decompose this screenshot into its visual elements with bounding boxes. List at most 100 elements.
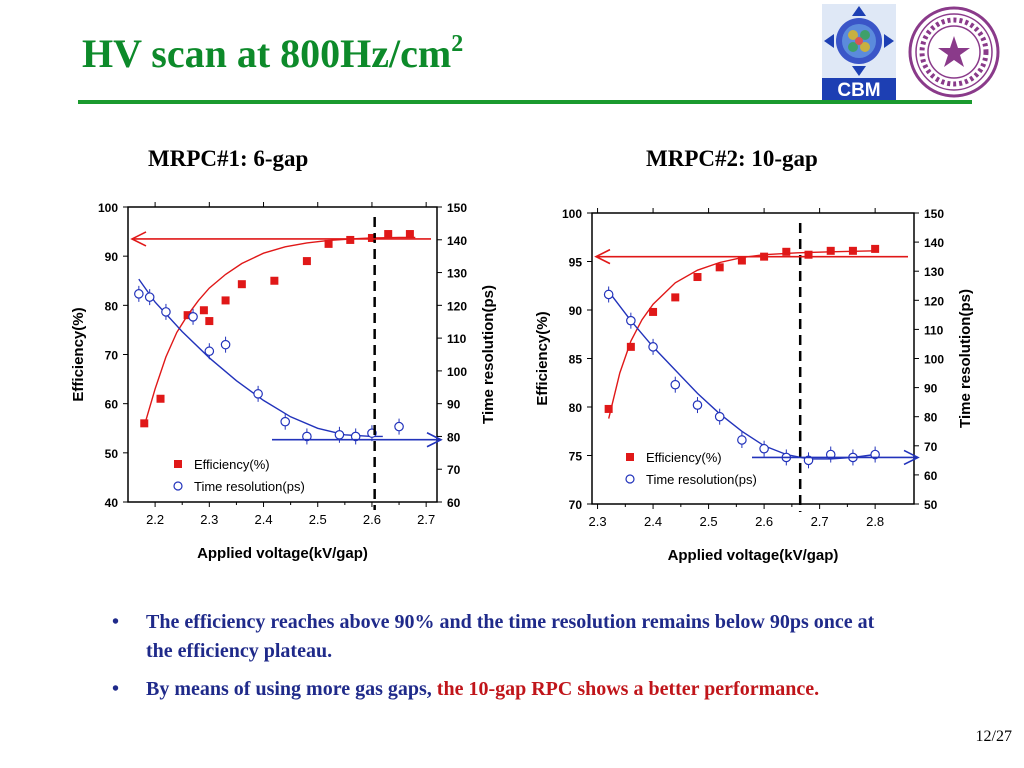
efficiency-point — [671, 293, 680, 302]
efficiency-plateau-arrowhead — [594, 248, 611, 265]
legend-time-resolution-label: Time resolution(ps) — [194, 479, 305, 494]
cbm-logo-text: CBM — [837, 80, 880, 100]
page-number: 12/27 — [975, 728, 1012, 745]
legend-time-resolution-label: Time resolution(ps) — [646, 472, 757, 487]
time-resolution-point — [161, 307, 171, 317]
y2-tick-label: 120 — [447, 299, 467, 313]
y-tick-label: 75 — [569, 450, 583, 464]
y2-tick-label: 80 — [924, 411, 938, 425]
y2-tick-label: 70 — [924, 440, 938, 454]
y2-tick-label: 60 — [447, 496, 461, 510]
time-resolution-point — [648, 342, 658, 352]
efficiency-point — [302, 257, 311, 266]
time-resolution-point — [188, 312, 198, 322]
y2-tick-label: 110 — [447, 332, 467, 346]
y2-tick-label: 140 — [924, 236, 944, 250]
chart1-title: MRPC#1: 6-gap — [148, 146, 309, 171]
legend-efficiency-marker — [626, 453, 634, 461]
x-tick-label: 2.6 — [363, 512, 381, 527]
slide-title-text: HV scan at 800Hz/cm — [82, 31, 452, 76]
x-tick-label: 2.3 — [589, 514, 607, 529]
time-resolution-point — [280, 416, 291, 427]
y2-tick-label: 50 — [924, 498, 938, 512]
efficiency-point — [384, 230, 393, 239]
time-resolution-point — [220, 339, 231, 350]
time-resolution-point — [870, 449, 880, 460]
y2-tick-label: 90 — [447, 398, 461, 412]
y2-tick-label: 80 — [447, 430, 461, 444]
time-resolution-point — [803, 455, 814, 466]
slide-title-superscript: 2 — [451, 30, 464, 57]
x-tick-label: 2.5 — [700, 514, 718, 529]
time-resolution-point — [670, 379, 681, 390]
bullet-item: • The efficiency reaches above 90% and th… — [112, 608, 892, 666]
y2-axis-label: Time resolution(ps) — [957, 289, 974, 428]
y2-tick-label: 90 — [924, 382, 938, 396]
efficiency-point — [693, 273, 702, 282]
efficiency-point — [804, 250, 813, 259]
efficiency-point — [715, 263, 724, 272]
efficiency-point — [221, 296, 230, 305]
legend-time-resolution-marker — [625, 474, 635, 484]
time-resolution-point — [144, 292, 155, 302]
y-tick-label: 85 — [569, 353, 583, 367]
bullet-list: • The efficiency reaches above 90% and th… — [112, 608, 892, 713]
bullet-highlight-text: the 10-gap RPC shows a better performanc… — [436, 678, 820, 700]
y2-tick-label: 70 — [447, 463, 461, 477]
efficiency-point — [826, 246, 835, 255]
chart2-title: MRPC#2: 10-gap — [646, 146, 818, 171]
time-resolution-point — [350, 431, 361, 442]
bullet-dot: • — [112, 678, 120, 700]
y-tick-label: 70 — [569, 498, 583, 512]
y-tick-label: 60 — [105, 398, 119, 412]
time-resolution-point — [334, 430, 345, 440]
legend-efficiency-label: Efficiency(%) — [646, 450, 722, 465]
chart2-plot: 2.3 2.4 2.5 2.6 2.7 2.8 70 75 80 85 90 95 100 50 60 70 8… — [534, 207, 974, 564]
time-resolution-point — [737, 435, 747, 445]
y2-tick-label: 100 — [924, 353, 944, 367]
x-tick-label: 2.5 — [309, 512, 327, 527]
time-resolution-point — [603, 289, 614, 300]
efficiency-point — [848, 246, 857, 255]
y-tick-label: 100 — [562, 207, 582, 221]
legend-efficiency-label: Efficiency(%) — [194, 457, 270, 472]
time-resolution-arrowhead — [426, 432, 443, 448]
legend-time-resolution-marker — [173, 481, 183, 491]
y-axis-label: Efficiency(%) — [70, 307, 87, 401]
efficiency-point — [183, 311, 192, 320]
efficiency-point — [649, 307, 658, 316]
efficiency-point — [140, 419, 149, 428]
time-resolution-point — [692, 400, 703, 410]
efficiency-plateau-arrowhead — [130, 231, 147, 247]
chart1-plot: 2.2 2.3 2.4 2.5 2.6 2.7 40 50 60 70 80 90 100 60 70 80 9… — [70, 201, 497, 562]
y-tick-label: 90 — [569, 304, 583, 318]
time-resolution-point — [759, 443, 769, 454]
efficiency-point — [237, 280, 246, 289]
bullet-text: By means of using more gas gaps, — [146, 678, 437, 700]
y-tick-label: 95 — [569, 256, 583, 270]
y-tick-label: 70 — [105, 349, 119, 363]
x-axis-label: Applied voltage(kV/gap) — [668, 547, 839, 564]
y-tick-label: 80 — [105, 299, 119, 313]
legend-efficiency-marker — [174, 460, 182, 468]
time-resolution-point — [302, 431, 312, 442]
efficiency-point — [270, 276, 279, 285]
efficiency-point — [199, 306, 208, 315]
efficiency-point — [205, 317, 214, 326]
efficiency-point — [324, 239, 333, 248]
y2-tick-label: 150 — [924, 207, 944, 221]
x-tick-label: 2.6 — [755, 514, 773, 529]
time-resolution-point — [714, 411, 725, 422]
y2-tick-label: 150 — [447, 201, 467, 215]
y-tick-label: 50 — [105, 447, 119, 461]
y2-tick-label: 120 — [924, 294, 944, 308]
title-divider — [78, 100, 972, 104]
efficiency-point — [737, 256, 746, 265]
y-tick-label: 40 — [105, 496, 119, 510]
y-tick-label: 100 — [98, 201, 118, 215]
y-axis-label: Efficiency(%) — [534, 311, 551, 405]
efficiency-point — [405, 230, 414, 239]
bullet-text: The efficiency reaches above 90% and the… — [146, 611, 875, 662]
y2-tick-label: 110 — [924, 323, 944, 337]
x-tick-label: 2.7 — [417, 512, 435, 527]
